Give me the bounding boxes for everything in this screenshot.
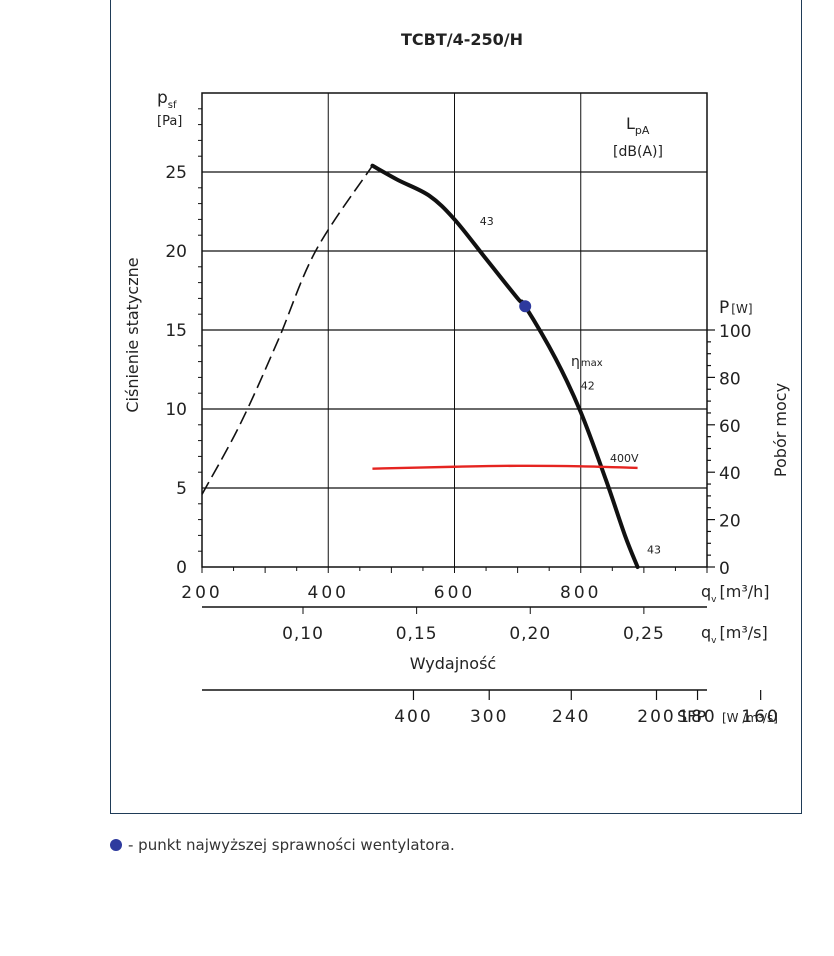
y-tick-label: 20 (165, 242, 187, 262)
noise-label: 43 (647, 544, 661, 557)
x-tick-label-m3s: 0,20 (509, 624, 551, 644)
y-tick-label: 10 (165, 400, 187, 420)
eta-max-label: ηmax (571, 354, 603, 370)
x-unit-m3h: qv [m³/h] (701, 582, 770, 605)
x-tick-label-m3h: 600 (434, 583, 475, 603)
x-tick-label-m3h: 400 (308, 583, 349, 603)
y-tick-label: 25 (165, 163, 187, 183)
x-axis-label: Wydajność (410, 654, 496, 673)
voltage-label: 400V (610, 452, 639, 465)
x-tick-label-m3s: 0,15 (396, 624, 438, 644)
sfp-tick-label: 200 (637, 707, 675, 727)
power-tick-label: 0 (719, 559, 730, 579)
power-symbol: P [W] (719, 298, 753, 318)
y-tick-label: 0 (176, 558, 187, 578)
power-tick-label: 100 (719, 322, 751, 342)
y-symbol: psf (157, 88, 177, 111)
power-tick-label: 20 (719, 512, 741, 532)
noise-label: 42 (581, 379, 595, 392)
x-tick-label-m3h: 800 (560, 583, 601, 603)
power-curve (372, 464, 638, 470)
sfp-tick-label: 400 (394, 707, 432, 727)
grid (201, 92, 708, 568)
x-tick-label-m3s: 0,10 (282, 624, 324, 644)
chart-frame (110, 0, 802, 814)
lpa-label: LpA (626, 114, 650, 137)
power-tick-label: 40 (719, 464, 741, 484)
x-tick-label-m3h: 200 (181, 583, 222, 603)
sfp-tick-label: 160 (741, 707, 779, 727)
chart-title: TCBT/4-250/H (401, 30, 523, 49)
curves (201, 163, 640, 569)
legend-text: - punkt najwyższej sprawności wentylator… (128, 836, 455, 854)
power-tick-label: 80 (719, 369, 741, 389)
power-tick-label: 60 (719, 417, 741, 437)
y-axis-label: Ciśnienie statyczne (123, 257, 142, 412)
lpa-unit: [dB(A)] (613, 144, 663, 160)
optimum-point-icon (110, 839, 122, 851)
y-tick-label: 5 (176, 479, 187, 499)
noise-label: 43 (480, 215, 494, 228)
sfp-tick-label: 240 (552, 707, 590, 727)
axis-labels: psf [Pa] Ciśnienie statyczne LpA [dB(A)]… (123, 88, 790, 726)
y-tick-label: 15 (165, 321, 187, 341)
x-unit-m3s: qv [m³/s] (701, 623, 768, 646)
x-tick-label-m3s: 0,25 (623, 624, 665, 644)
sfp-unit: [W /m³/s] (722, 711, 778, 725)
sfp-tick-label: 300 (470, 707, 508, 727)
unstable-curve (201, 165, 374, 495)
legend: - punkt najwyższej sprawności wentylator… (110, 836, 455, 854)
sfp-label: SFP (677, 707, 706, 726)
power-axis-label: Pobór mocy (771, 383, 790, 477)
y-unit: [Pa] (157, 114, 182, 129)
optimum-point (519, 300, 532, 313)
sfp-tick-label: 180 (678, 707, 716, 727)
